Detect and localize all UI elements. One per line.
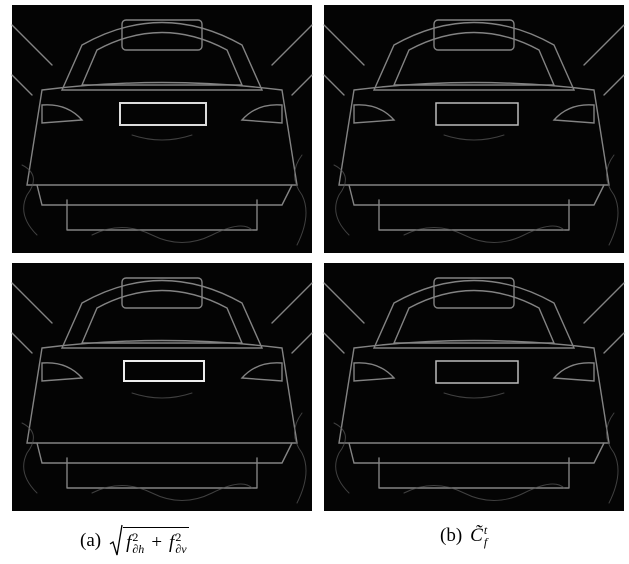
term-base: f [169,532,174,554]
formula-base: C̃ [470,525,483,547]
page: (a) f 2∂h + f 2∂v (b) C̃ tf [0,0,629,564]
sub: f [484,536,487,548]
caption-a: (a) f 2∂h + f 2∂v [80,524,189,558]
square-root: f 2∂h + f 2∂v [109,524,188,558]
sub: ∂v [175,543,186,555]
radical-sign [109,524,123,558]
term-base: f [126,532,131,554]
sub: ∂h [132,543,144,555]
figure-panels [0,0,629,520]
sup-sub: 2∂v [175,531,186,555]
caption-label: (a) [80,530,101,552]
radicand: f 2∂h + f 2∂v [123,527,188,555]
operator: + [151,532,162,554]
sup-sub: 2∂h [132,531,144,555]
caption-label: (b) [440,525,462,547]
